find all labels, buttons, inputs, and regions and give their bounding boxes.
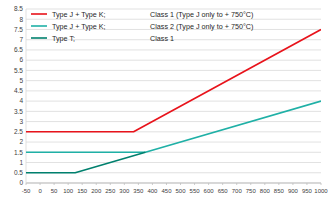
x-tick: [96, 183, 97, 185]
y-tick-label: 6: [19, 56, 23, 63]
y-axis-line: [26, 9, 27, 183]
x-tick-label: 300: [119, 188, 130, 194]
legend-label: Type J + Type K;: [52, 22, 106, 31]
x-tick-label: 350: [133, 188, 144, 194]
plot-lines: [26, 29, 321, 172]
grid-line: [26, 183, 321, 184]
x-tick: [26, 183, 27, 185]
legend-class: Class 1 (Type J only to + 750°C): [150, 10, 253, 19]
x-tick: [152, 183, 153, 185]
y-tick-label: 3: [19, 118, 23, 125]
x-tick: [236, 183, 237, 185]
grid-line: [26, 121, 321, 122]
y-tick-label: 2.5: [14, 128, 23, 135]
x-tick-label: 700: [232, 188, 243, 194]
grid-line: [26, 49, 321, 50]
y-tick-label: 1: [19, 159, 23, 166]
x-tick: [321, 183, 322, 185]
grid-line: [26, 162, 321, 163]
y-tick-label: 4.5: [14, 87, 23, 94]
x-tick-label: 50: [51, 188, 58, 194]
y-tick-label: 0: [19, 179, 23, 186]
y-tick-label: 6.5: [14, 46, 23, 53]
x-tick: [292, 183, 293, 185]
x-axis-line: [26, 183, 321, 184]
chart: 0 0.5 1 1.5 2 2.5 3 3.5 4 4.5 5 5.5 6 6.5 7 7.5 8 8.5 -50 0…: [0, 0, 329, 201]
x-tick: [208, 183, 209, 185]
y-tick-label: 7: [19, 36, 23, 43]
y-tick-label: 5.5: [14, 67, 23, 74]
y-tick-label: 7.5: [14, 26, 23, 33]
x-tick-label: 150: [77, 188, 88, 194]
grid-line: [26, 90, 321, 91]
x-tick-label: 850: [274, 188, 285, 194]
grid-line: [26, 101, 321, 102]
grid-line: [26, 142, 321, 143]
legend-class: Class 1: [150, 34, 174, 43]
x-tick: [82, 183, 83, 185]
x-tick: [264, 183, 265, 185]
legend-class: Class 2 (Type J only to + 750°C): [150, 22, 253, 31]
x-tick-label: 0: [38, 188, 42, 194]
legend-swatch: [31, 25, 47, 27]
x-tick-label: 650: [218, 188, 229, 194]
legend-swatch: [31, 13, 47, 15]
x-tick-label: 250: [105, 188, 116, 194]
x-tick-label: 550: [190, 188, 201, 194]
y-tick-label: 8: [19, 16, 23, 23]
x-tick: [306, 183, 307, 185]
x-tick: [40, 183, 41, 185]
x-tick-label: 950: [302, 188, 313, 194]
x-tick-label: 600: [204, 188, 215, 194]
x-tick-label: 100: [63, 188, 74, 194]
x-tick-label: 400: [147, 188, 158, 194]
x-tick: [54, 183, 55, 185]
y-tick-label: 5: [19, 77, 23, 84]
x-tick: [166, 183, 167, 185]
x-tick: [180, 183, 181, 185]
y-tick-label: 0.5: [14, 169, 23, 176]
legend-label: Type J + Type K;: [52, 10, 106, 19]
grid-line: [26, 19, 321, 20]
x-tick: [222, 183, 223, 185]
legend-label: Type T;: [52, 34, 75, 43]
x-tick: [194, 183, 195, 185]
x-tick: [68, 183, 69, 185]
grid-line: [26, 70, 321, 71]
grid-line: [26, 80, 321, 81]
x-tick: [138, 183, 139, 185]
y-tick-label: 4: [19, 97, 23, 104]
legend-swatch: [31, 37, 47, 39]
grid-line: [26, 60, 321, 61]
x-tick: [110, 183, 111, 185]
x-tick-label: 800: [260, 188, 271, 194]
series-line: [26, 101, 321, 152]
grid-line: [26, 111, 321, 112]
y-tick-label: 2: [19, 138, 23, 145]
x-tick: [250, 183, 251, 185]
x-tick-label: 200: [91, 188, 102, 194]
series-line: [26, 152, 145, 172]
x-tick-label: 500: [176, 188, 187, 194]
x-tick-label: -50: [22, 188, 31, 194]
y-tick-label: 3.5: [14, 108, 23, 115]
x-tick: [124, 183, 125, 185]
x-tick-label: 450: [161, 188, 172, 194]
x-tick: [278, 183, 279, 185]
x-tick-label: 1000: [314, 188, 328, 194]
x-tick-label: 750: [246, 188, 257, 194]
y-tick-label: 8.5: [14, 5, 23, 12]
x-tick-label: 900: [288, 188, 299, 194]
y-tick-label: 1.5: [14, 149, 23, 156]
series-line: [26, 29, 321, 131]
